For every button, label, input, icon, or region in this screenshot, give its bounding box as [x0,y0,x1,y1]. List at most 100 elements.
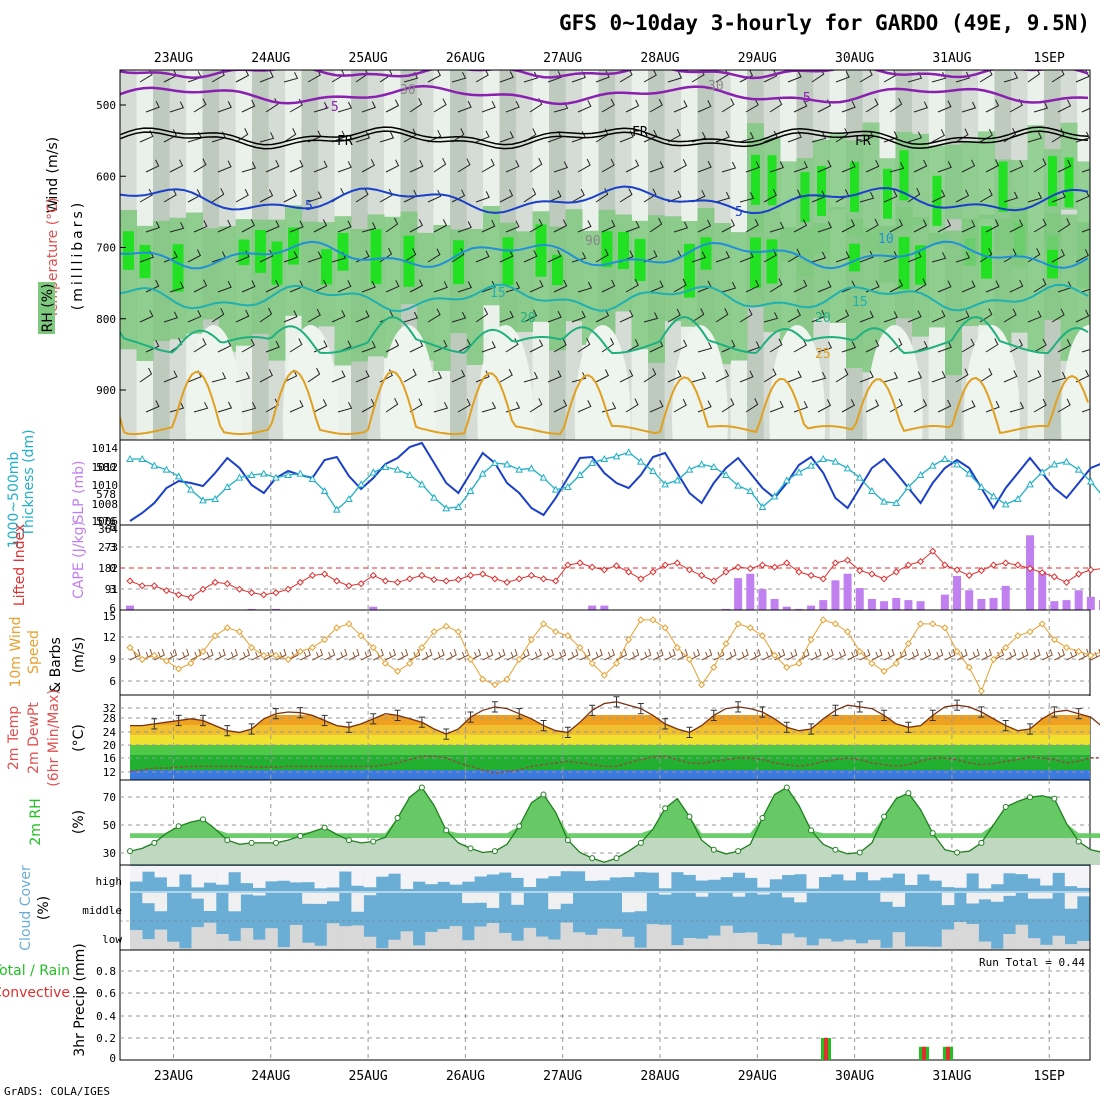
wind-barb [737,648,749,661]
thickness-marker [576,470,584,478]
rh-upper-high [800,172,810,223]
wind-barb [981,648,992,661]
upper-barb [883,190,898,203]
cape-bar [904,600,913,610]
cloud-mid-clear [658,893,672,895]
li-marker [710,577,718,585]
upper-barb [865,159,880,173]
thickness-marker [539,473,548,481]
wind-barb [446,648,457,661]
precip-panel: 0.8 0.6 0.4 0.2 0 Run Total = 0.44 Total / R… [0,943,1091,1065]
wind-marker [661,624,669,632]
cloud-high-clear [1003,866,1016,874]
rh-marker [151,839,158,846]
wind-marker [223,624,231,632]
contour-label-20: 20 [520,311,536,326]
thickness-marker [442,504,451,512]
upper-barb [673,221,689,233]
precip-ticks: 0.8 0.6 0.4 0.2 0 [96,965,116,1065]
upper-barb [193,279,208,293]
wind-marker [625,636,633,644]
rh-marker [443,827,450,834]
rh-upper-band [1077,161,1090,288]
cloud-high-clear [892,866,906,874]
thickness-marker [989,492,998,500]
cloud-high-clear [954,866,967,888]
cloud-low-clear [523,927,537,950]
upper-barb [595,309,610,323]
precip-conv-bar [922,1046,926,1060]
upper-barb [673,159,687,173]
upper-barb [259,70,274,83]
upper-barb [865,339,880,353]
wind-marker [929,620,937,628]
thickness-marker [697,460,706,468]
upper-barb [961,101,977,113]
wind-barb [336,648,348,661]
upper-barb [1033,101,1049,113]
temp-label-3: (6hr Min/Max) [46,689,62,786]
upper-barb [193,158,207,173]
upper-barb [169,159,184,173]
upper-barb [931,310,946,323]
rh-marker [1075,838,1082,845]
wind-marker [576,644,584,652]
li-marker [661,561,669,569]
date-top-3: 26AUG [446,51,485,66]
li-marker [126,577,134,585]
cloud-high-clear [437,866,450,882]
tick-12: 12 [103,766,116,779]
rh-marker [224,837,231,844]
cape-bar [989,597,998,610]
cloud-low-clear [843,939,856,950]
thickness-marker [928,461,937,469]
rh-mid-band [186,212,203,334]
cloud-high-clear [1015,866,1029,875]
rh-high-patch [139,244,151,279]
upper-barb [667,308,681,323]
cape-bar [880,601,889,610]
rh-dry-lump [185,325,242,440]
li-marker [418,571,426,579]
upper-barb [265,220,280,233]
cloud-mid-clear [757,893,770,895]
upper-barb [787,309,801,323]
thickness-marker [515,465,524,473]
wind-barb [689,648,701,661]
upper-barb [139,309,154,323]
upper-barb [1075,369,1090,383]
cloud-mid-clear [732,893,746,897]
upper-barb [793,161,808,173]
upper-barb [265,98,279,113]
cloud-mid-clear [880,893,893,902]
precip-panel-frame [119,949,1091,1061]
upper-barb [313,160,328,173]
wind-marker [552,628,560,636]
cloud-low-clear [671,945,684,950]
upper-barb [1081,348,1090,353]
cape-bar [1074,590,1083,610]
li-marker [1087,566,1095,574]
tick-1006: 1006 [92,515,119,528]
thickness-marker [247,470,256,478]
rh-high-patch [552,254,563,286]
upper-barb [865,98,879,113]
upper-barb [265,159,280,173]
wind-barb [591,648,603,661]
thickness-marker [722,470,730,478]
upper-barb [355,188,369,203]
tick-30: 30 [103,847,116,860]
wind-barb [494,648,506,661]
thickness-panel-frame [119,439,1091,526]
rh-high-patch [684,243,695,298]
wind-barb [677,648,688,661]
upper-barb [409,398,423,413]
cloud-low-clear [597,928,610,950]
upper-barb [841,399,855,413]
wind-barb [239,648,251,661]
cape-bar [1038,571,1047,610]
upper-barb [313,279,328,293]
upper-barb [409,97,423,113]
upper-barb [619,188,633,203]
